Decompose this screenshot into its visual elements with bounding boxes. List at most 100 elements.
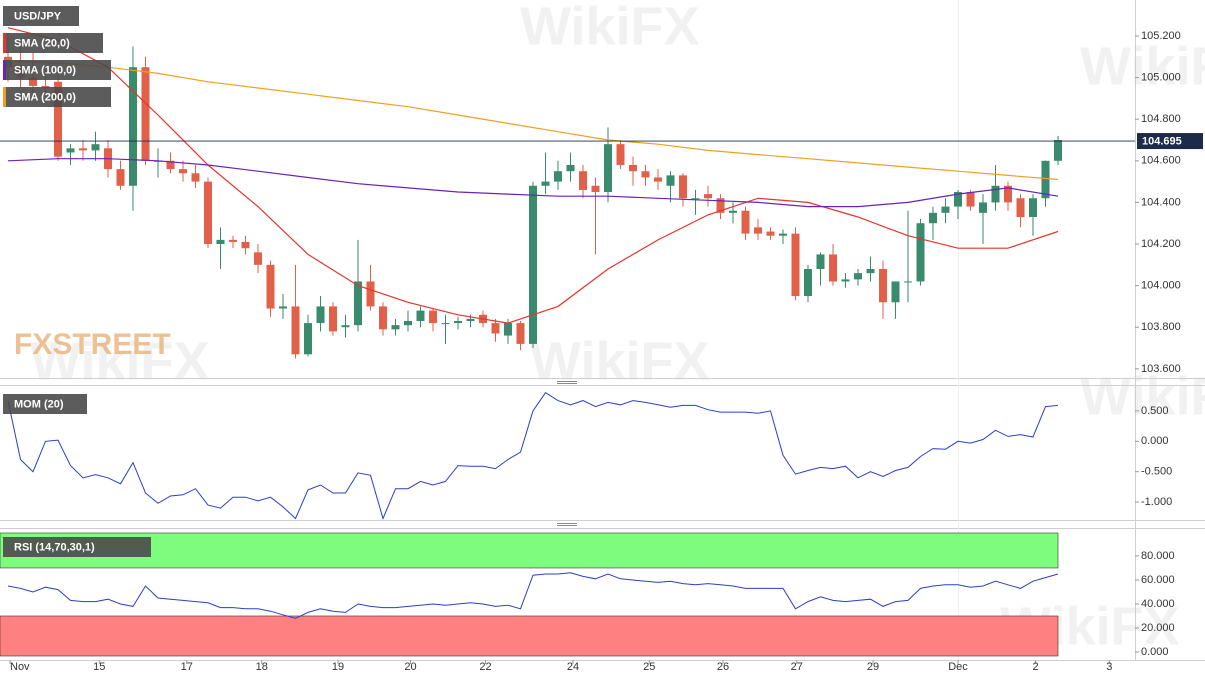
candle-body [354, 281, 362, 326]
candle-body [566, 164, 575, 172]
x-tick-label: 27 [791, 661, 803, 673]
candle-body [991, 185, 1000, 203]
candle-body [204, 181, 212, 245]
candle-body [454, 320, 462, 324]
sma-line [7, 27, 1059, 324]
candle-body [516, 323, 525, 344]
watermark: WikiFX [30, 331, 210, 391]
candle-body [866, 268, 875, 274]
candle-body [891, 281, 900, 303]
x-tick-label: 2 [1032, 661, 1038, 673]
y-tick-label: 80.000 [1141, 550, 1175, 562]
x-tick-label: 29 [867, 661, 879, 673]
candle-body [541, 181, 550, 186]
logo: FXSTREET [14, 328, 171, 361]
candle-body [1041, 160, 1050, 199]
candle-body [591, 185, 600, 193]
candle-body [316, 306, 325, 324]
candle-body [816, 254, 825, 269]
candle-body [54, 81, 62, 157]
overbought-band [0, 532, 1059, 569]
candle-body [1004, 185, 1012, 203]
x-tick-label: 22 [479, 661, 491, 673]
candle-body [491, 323, 500, 334]
candle-body [391, 325, 400, 330]
legend-item: SMA (100,0) [3, 60, 111, 80]
legend-swatch [3, 60, 6, 80]
watermark: WikiFX [1080, 36, 1205, 96]
panel-grip [557, 381, 577, 526]
candle-body [804, 268, 812, 297]
candle-body [166, 160, 175, 170]
x-tick-label: 18 [256, 661, 268, 673]
y-tick-label: 104.200 [1141, 238, 1181, 250]
y-tick-label: 40.000 [1141, 598, 1175, 610]
x-tick-label: 19 [332, 661, 344, 673]
candle-body [654, 177, 662, 182]
legend-box [3, 6, 79, 26]
y-tick-label: 0.000 [1141, 646, 1169, 658]
candle-body [404, 320, 412, 326]
candle-body [429, 310, 437, 324]
legend-box [3, 394, 87, 414]
candle-body [629, 164, 637, 172]
legend-label: RSI (14,70,30,1) [14, 541, 95, 553]
candle-body [116, 169, 125, 186]
candle-body [729, 210, 737, 213]
candle-body [791, 233, 800, 297]
sma-line [7, 158, 1059, 208]
candle-body [879, 268, 887, 303]
legend-swatch [3, 33, 6, 53]
candle-body [229, 239, 237, 242]
candle-body [854, 273, 862, 280]
candle-body [904, 281, 912, 283]
candle-body [291, 306, 300, 355]
oversold-band [0, 615, 1059, 657]
candle-body [779, 233, 787, 236]
legend-box [3, 33, 103, 53]
candle-body [91, 144, 100, 151]
legend-item: MOM (20) [3, 394, 87, 414]
y-tick-label: 105.200 [1141, 30, 1181, 42]
candle-body [716, 198, 725, 213]
panel-frame [0, 0, 1205, 661]
candle-body [1029, 198, 1037, 217]
candle-body [304, 323, 312, 355]
candle-body [529, 185, 537, 344]
legend-label: USD/JPY [14, 10, 62, 22]
legend-label: MOM (20) [14, 398, 64, 410]
y-tick-label: 0.000 [1141, 435, 1169, 447]
indicator-line [7, 392, 1059, 520]
y-tick-label: 104.400 [1141, 196, 1181, 208]
candle-body [929, 212, 937, 224]
candle-body [66, 148, 75, 153]
x-tick-label: 25 [643, 661, 655, 673]
x-tick-label: 20 [404, 661, 416, 673]
candle-body [279, 306, 287, 309]
candle-body [841, 279, 850, 282]
candle-body [766, 231, 775, 236]
candle-body [554, 171, 562, 182]
candle-body [329, 306, 337, 332]
y-tick-label: 104.800 [1141, 113, 1181, 125]
x-tick-label: Nov [10, 661, 30, 673]
x-tick-label: Dec [948, 661, 968, 673]
candle-body [504, 323, 512, 336]
candle-body [79, 148, 87, 151]
candle-body [979, 202, 987, 213]
watermark: WikiFX [530, 331, 710, 391]
y-tick-label: 60.000 [1141, 574, 1175, 586]
candle-body [1016, 198, 1025, 217]
y-tick-label: 20.000 [1141, 622, 1175, 634]
y-tick-label: 105.000 [1141, 72, 1181, 84]
sma-line [7, 60, 1059, 181]
legend-item: RSI (14,70,30,1) [3, 537, 151, 557]
candle-body [179, 169, 187, 174]
legend-item: SMA (200,0) [3, 87, 111, 107]
candle-body [254, 252, 262, 265]
x-tick-label: 24 [567, 661, 579, 673]
candle-body [604, 144, 612, 193]
watermark: WikiFX [520, 0, 700, 56]
current-price-label: 104.695 [1142, 135, 1182, 147]
